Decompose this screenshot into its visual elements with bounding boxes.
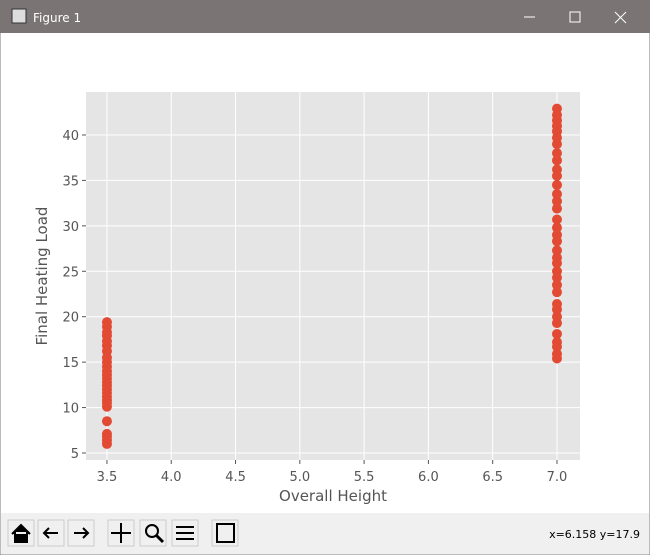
point [551,203,562,214]
point [551,337,562,348]
point [551,266,562,277]
x-tick-label: 5.0 [289,470,310,485]
y-tick-label: 5 [71,447,79,462]
point [551,179,562,190]
point [551,196,562,207]
x-tick-label: 4.5 [225,470,246,485]
y-tick-label: 20 [62,311,79,326]
y-tick-label: 40 [62,129,79,144]
point [551,103,562,114]
y-tick-label: 30 [62,220,79,235]
point [551,214,562,225]
point [101,416,112,427]
point [551,348,562,359]
save-button[interactable] [211,519,239,547]
point [551,311,562,322]
pan-button[interactable] [107,519,135,547]
y-tick-label: 25 [62,265,79,280]
point [101,317,112,328]
y-axis-label: Final Heating Load [33,207,51,346]
plot-area [86,92,580,460]
point [551,298,562,309]
back-button[interactable] [37,519,65,547]
x-tick-label: 6.5 [482,470,503,485]
point [551,328,562,339]
point [551,252,562,263]
point [551,245,562,256]
x-tick-label: 5.5 [354,470,375,485]
x-tick-label: 6.0 [418,470,439,485]
x-axis-label: Overall Height [279,487,387,505]
point [551,164,562,175]
configure-button[interactable] [171,519,199,547]
point [551,287,562,298]
point [551,279,562,290]
y-tick-label: 10 [62,402,79,417]
x-tick-label: 7.0 [547,470,568,485]
y-tick-label: 35 [62,174,79,189]
maximize[interactable] [569,11,581,23]
y-tick-label: 15 [62,356,79,371]
point [551,148,562,159]
forward-button[interactable] [67,519,95,547]
home-button[interactable] [7,519,35,547]
window-title: Figure 1 [33,11,81,25]
title-bar [0,0,650,33]
point [101,428,112,439]
point [551,155,562,166]
point [551,229,562,240]
x-tick-label: 3.5 [97,470,118,485]
x-tick-label: 4.0 [161,470,182,485]
close[interactable] [614,11,627,24]
zoom-button[interactable] [139,519,167,547]
status-text: x=6.158 y=17.9 [549,528,640,541]
app-icon [11,8,27,24]
point [551,189,562,200]
point [551,222,562,233]
